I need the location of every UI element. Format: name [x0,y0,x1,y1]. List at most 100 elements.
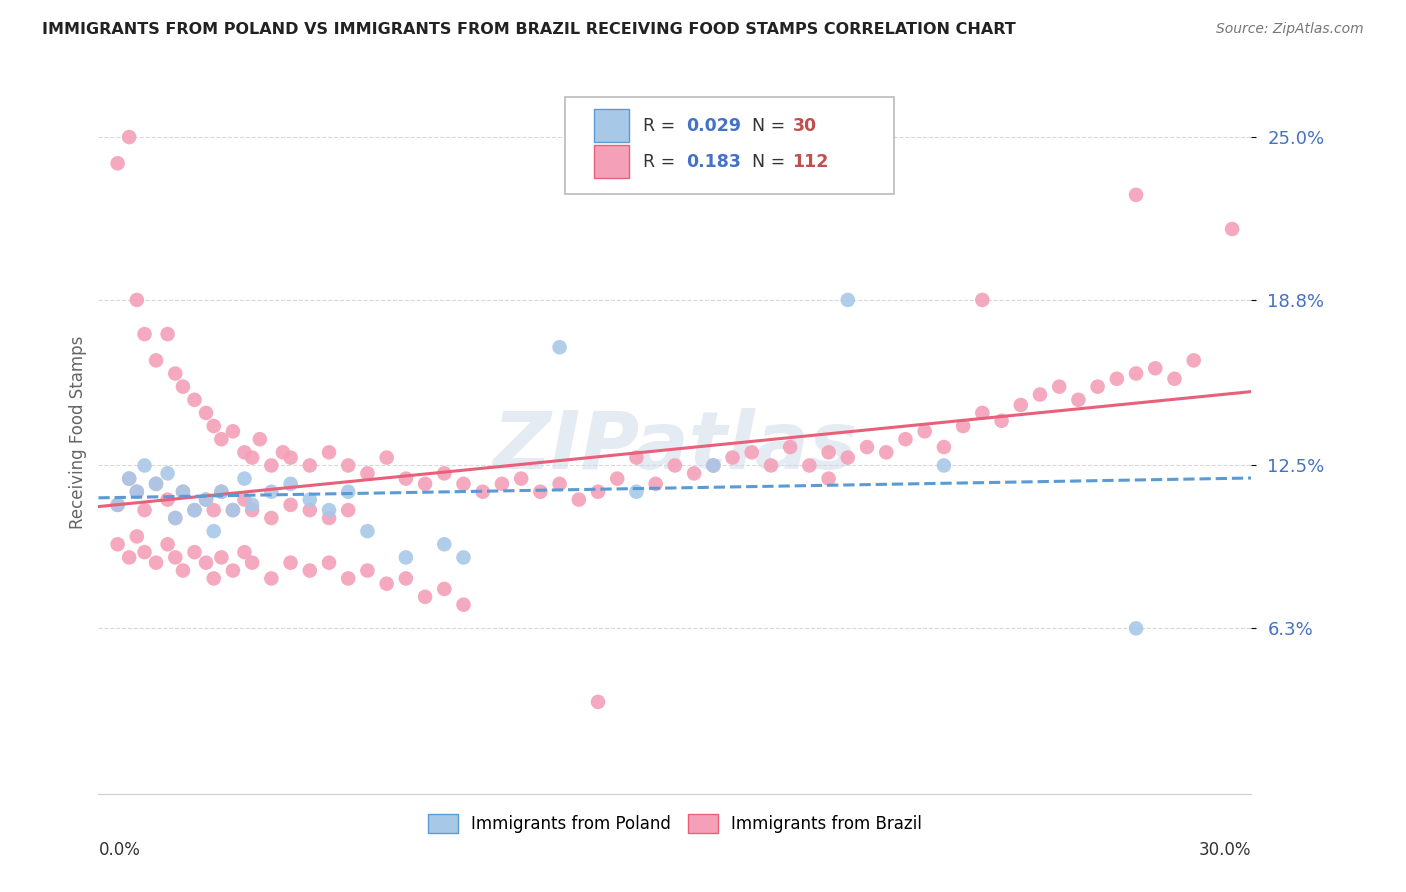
Point [165,511,187,525]
Point [280,498,302,512]
Point [298,564,321,578]
Point [433,537,456,551]
Point [856,440,879,454]
Point [118,472,141,486]
Point [222,503,245,517]
Point [260,458,283,473]
Point [172,484,194,499]
Text: 0.183: 0.183 [686,153,741,170]
Point [356,564,378,578]
Point [932,440,955,454]
Point [156,537,179,551]
Point [548,340,571,354]
Point [413,590,436,604]
Point [1182,353,1205,368]
Point [202,419,225,434]
Point [107,537,129,551]
Point [433,467,456,481]
Point [195,492,218,507]
Point [799,458,821,473]
Point [741,445,763,459]
Point [433,582,456,596]
Point [375,576,398,591]
Point [156,467,179,481]
Point [280,450,302,465]
Point [356,467,378,481]
Text: R =: R = [643,153,686,170]
Point [298,458,321,473]
Point [156,492,179,507]
Point [779,440,801,454]
Point [1163,372,1185,386]
Point [318,445,340,459]
Point [183,503,205,517]
Point [529,484,551,499]
Point [914,425,936,439]
Point [318,503,340,517]
Point [260,571,283,585]
Point [568,492,591,507]
Point [118,550,141,565]
Point [125,293,148,307]
Point [1125,367,1147,381]
Point [195,556,218,570]
Point [125,484,148,499]
Point [125,484,148,499]
Point [759,458,782,473]
Point [172,564,194,578]
Point [183,392,205,407]
Point [626,484,648,499]
Point [453,598,475,612]
Point [145,476,167,491]
Point [118,472,141,486]
Point [337,484,360,499]
Point [240,498,263,512]
Point [837,450,859,465]
Point [510,472,533,486]
Point [1047,379,1070,393]
Point [165,550,187,565]
Point [240,450,263,465]
Point [165,367,187,381]
Point [837,293,859,307]
Point [1220,222,1243,236]
Point [375,450,398,465]
Point [298,492,321,507]
Point [817,445,839,459]
Point [586,695,609,709]
Text: 0.029: 0.029 [686,117,741,135]
Point [471,484,494,499]
Point [356,524,378,538]
Point [395,472,418,486]
Point [209,484,232,499]
Point [721,450,744,465]
Point [118,130,141,145]
Point [952,419,974,434]
Point [626,450,648,465]
Point [548,476,571,491]
Point [145,353,167,368]
Text: N =: N = [752,117,792,135]
Text: 30.0%: 30.0% [1199,841,1251,859]
Point [145,476,167,491]
Point [172,484,194,499]
Point [318,556,340,570]
Point [318,511,340,525]
Point [586,484,609,499]
Bar [595,110,628,142]
Point [702,458,724,473]
Point [932,458,955,473]
Y-axis label: Receiving Food Stamps: Receiving Food Stamps [69,336,87,529]
Point [209,484,232,499]
Point [125,529,148,543]
Point [1067,392,1090,407]
Point [209,432,232,446]
Point [107,498,129,512]
Point [1010,398,1032,412]
Text: Source: ZipAtlas.com: Source: ZipAtlas.com [1216,22,1364,37]
Point [337,458,360,473]
Point [183,503,205,517]
Point [1144,361,1167,376]
Point [972,406,994,420]
FancyBboxPatch shape [565,96,894,194]
